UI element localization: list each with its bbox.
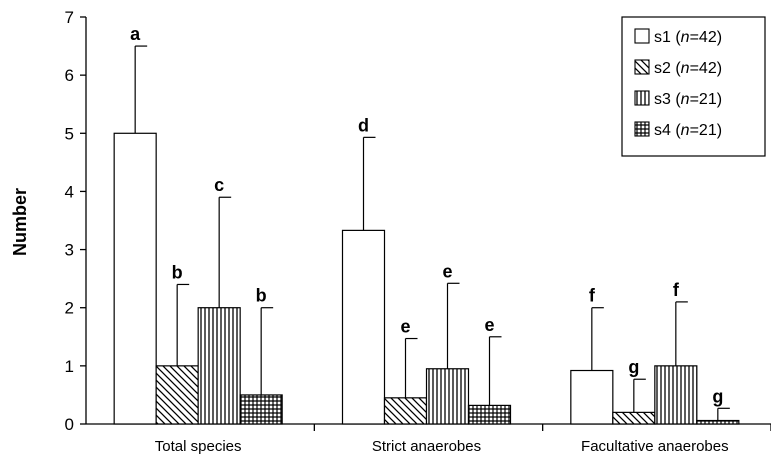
y-tick-label: 1 [65, 357, 74, 376]
legend-label: s1 (n=42) [654, 29, 722, 46]
legend-label: s3 (n=21) [654, 91, 722, 108]
bar-s4 [239, 394, 283, 425]
significance-letter: f [589, 286, 596, 306]
significance-letter: b [256, 286, 267, 306]
significance-letter: e [442, 261, 452, 281]
significance-letter: c [214, 175, 224, 195]
y-tick-label: 6 [65, 66, 74, 85]
legend-label: s4 (n=21) [654, 122, 722, 139]
legend-label: s2 (n=42) [654, 60, 722, 77]
y-tick-label: 3 [65, 241, 74, 260]
significance-letter: g [712, 386, 723, 406]
bar-s3 [425, 368, 470, 425]
significance-letter: g [628, 357, 639, 377]
x-category-label: Facultative anaerobes [581, 438, 729, 455]
legend-swatch-s3 [634, 90, 650, 106]
legend-swatch-s2 [634, 59, 650, 75]
significance-letter: e [484, 315, 494, 335]
bar-s1 [570, 369, 614, 425]
legend: s1 (n=42) s2 (n=42) s3 (n=21) s4 (n=21) [621, 16, 766, 157]
bar-s2 [612, 411, 656, 425]
bar-s1 [113, 132, 157, 425]
y-tick-label: 4 [65, 182, 74, 201]
significance-letter: e [400, 317, 410, 337]
legend-swatch-s4 [634, 121, 650, 137]
bar-s3 [654, 365, 698, 425]
significance-letter: d [358, 115, 369, 135]
bar-s4 [696, 419, 740, 425]
bar-s1 [341, 229, 386, 425]
y-tick-label: 5 [65, 124, 74, 143]
y-axis-label: Number [10, 188, 30, 256]
significance-letter: f [673, 280, 680, 300]
bar-s3 [197, 307, 241, 425]
category-labels: Total species Strict anaerobes Facultative… [155, 438, 729, 455]
bar-s4 [467, 404, 512, 425]
y-ticks: 0 1 2 3 4 5 6 7 [65, 8, 86, 434]
x-category-label: Strict anaerobes [372, 438, 481, 455]
significance-letter: b [172, 262, 183, 282]
bar-s2 [155, 365, 199, 425]
bars: a b c b d e e e f g f g [113, 24, 740, 425]
bar-s2 [383, 397, 428, 425]
legend-swatch-s1 [634, 28, 650, 44]
y-tick-label: 2 [65, 299, 74, 318]
x-category-label: Total species [155, 438, 242, 455]
y-tick-label: 0 [65, 415, 74, 434]
significance-letter: a [130, 24, 141, 44]
y-tick-label: 7 [65, 8, 74, 27]
